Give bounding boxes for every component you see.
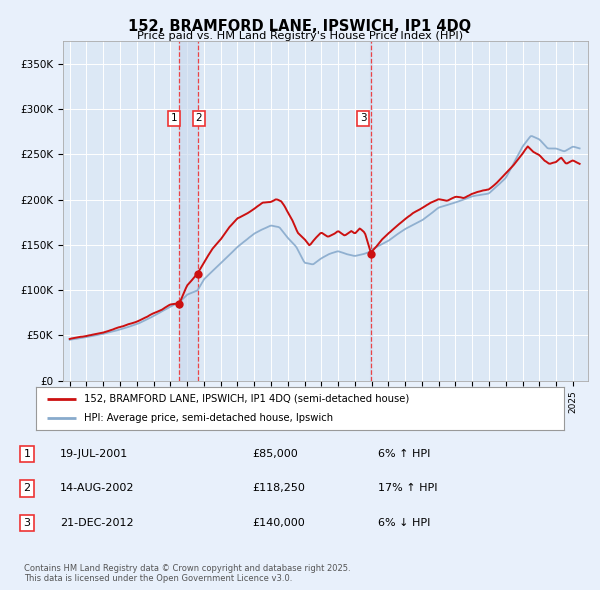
- Bar: [370, 41, 372, 381]
- Text: £85,000: £85,000: [252, 449, 298, 459]
- Text: 3: 3: [360, 113, 367, 123]
- Text: 6% ↓ HPI: 6% ↓ HPI: [378, 517, 430, 527]
- Bar: [179, 41, 197, 381]
- Text: HPI: Average price, semi-detached house, Ipswich: HPI: Average price, semi-detached house,…: [83, 413, 332, 423]
- Text: 152, BRAMFORD LANE, IPSWICH, IP1 4DQ: 152, BRAMFORD LANE, IPSWICH, IP1 4DQ: [128, 19, 472, 34]
- Text: 2: 2: [23, 483, 31, 493]
- Text: 2: 2: [196, 113, 202, 123]
- Text: 1: 1: [23, 449, 31, 459]
- Text: 6% ↑ HPI: 6% ↑ HPI: [378, 449, 430, 459]
- Text: 14-AUG-2002: 14-AUG-2002: [60, 483, 134, 493]
- Text: 19-JUL-2001: 19-JUL-2001: [60, 449, 128, 459]
- Text: Contains HM Land Registry data © Crown copyright and database right 2025.
This d: Contains HM Land Registry data © Crown c…: [24, 563, 350, 583]
- Text: 3: 3: [23, 517, 31, 527]
- Text: £118,250: £118,250: [252, 483, 305, 493]
- Text: 1: 1: [170, 113, 177, 123]
- Text: 17% ↑ HPI: 17% ↑ HPI: [378, 483, 437, 493]
- Text: Price paid vs. HM Land Registry's House Price Index (HPI): Price paid vs. HM Land Registry's House …: [137, 31, 463, 41]
- Text: 152, BRAMFORD LANE, IPSWICH, IP1 4DQ (semi-detached house): 152, BRAMFORD LANE, IPSWICH, IP1 4DQ (se…: [83, 394, 409, 404]
- Text: £140,000: £140,000: [252, 517, 305, 527]
- Text: 21-DEC-2012: 21-DEC-2012: [60, 517, 134, 527]
